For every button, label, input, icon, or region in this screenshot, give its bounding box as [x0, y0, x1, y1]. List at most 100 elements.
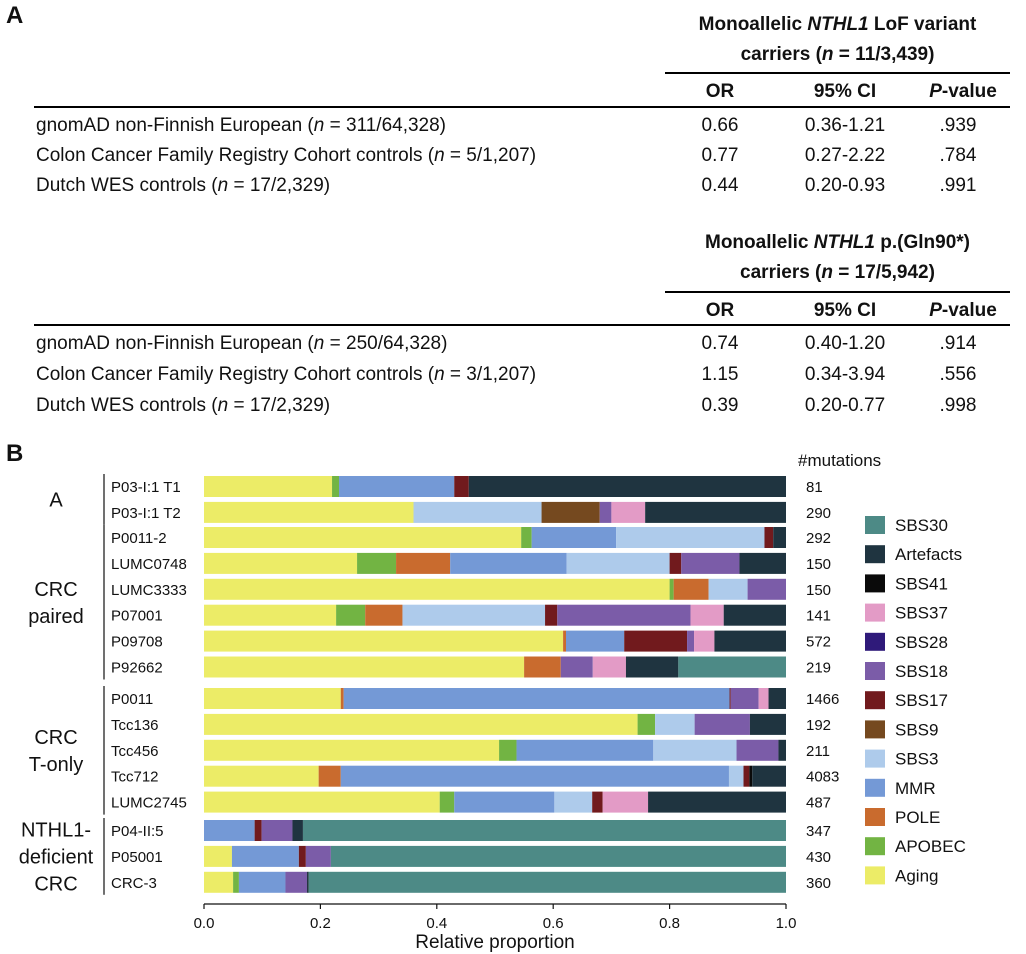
bar-segment-sbs37 — [694, 630, 715, 652]
legend-label: Aging — [895, 866, 938, 885]
bar-segment-artefacts — [739, 552, 786, 574]
legend-swatch-sbs30 — [865, 516, 885, 534]
bar-segment-aging — [204, 791, 440, 813]
sample-label: LUMC0748 — [111, 556, 187, 573]
legend-swatch-sbs3 — [865, 749, 885, 768]
legend-label: SBS41 — [895, 574, 948, 593]
panel-a-label: A — [6, 2, 24, 29]
bar-segment-sbs17 — [254, 820, 262, 841]
mutations-header: #mutations — [798, 451, 881, 470]
table2-col-ci: 95% CI — [813, 300, 877, 321]
legend-swatch-pole — [865, 808, 885, 826]
bar-segment-sbs18 — [694, 713, 750, 735]
bar-segment-mmr — [454, 791, 555, 813]
legend-label: POLE — [895, 808, 940, 827]
bar-segment-mmr — [231, 845, 299, 867]
mutation-count: 572 — [806, 634, 831, 651]
x-axis-title: Relative proportion — [415, 932, 574, 953]
legend-label: APOBEC — [895, 837, 966, 856]
bar-segment-sbs18 — [681, 552, 740, 574]
bar-segment-sbs18 — [730, 688, 759, 709]
table1-col-p: P-value — [929, 81, 997, 102]
group-label: CRC — [34, 873, 77, 895]
x-tick-label: 0.4 — [426, 915, 447, 932]
table1-header-rule — [665, 72, 1010, 74]
table2-title-line1: Monoallelic NTHL1 p.(Gln90*) — [705, 232, 970, 253]
mutation-count: 192 — [806, 717, 831, 734]
bar-segment-artefacts — [723, 604, 786, 626]
or-value: 0.44 — [701, 175, 739, 196]
bar-segment-aging — [204, 739, 500, 761]
ci-value: 0.36-1.21 — [804, 115, 886, 136]
sample-label: P03-I:1 T2 — [111, 505, 181, 522]
p-value: .939 — [939, 115, 977, 136]
bar-segment-aging — [204, 578, 670, 600]
row-label: gnomAD non-Finnish European (n = 250/64,… — [36, 333, 448, 354]
bar-segment-sbs3 — [566, 552, 670, 574]
ci-value: 0.27-2.22 — [804, 145, 886, 166]
bar-segment-sbs17 — [669, 552, 682, 574]
bar-segment-apobec — [499, 739, 517, 761]
bar-segment-sbs18 — [747, 578, 786, 600]
bar-segment-sbs18 — [557, 604, 691, 626]
sample-label: P03-I:1 T1 — [111, 479, 181, 496]
sample-label: P04-II:5 — [111, 823, 164, 840]
legend-label: SBS9 — [895, 720, 938, 739]
sample-label: CRC-3 — [111, 875, 157, 892]
bar-segment-mmr — [204, 820, 255, 841]
bar-segment-aging — [204, 501, 414, 523]
bar-segment-sbs37 — [602, 791, 649, 813]
legend-label: Artefacts — [895, 545, 962, 564]
mutation-count: 81 — [806, 479, 823, 496]
table2-body-rule — [34, 324, 1010, 326]
table2-title-line2: carriers (n = 17/5,942) — [740, 262, 935, 283]
or-value: 0.74 — [701, 333, 739, 354]
bar-segment-sbs17 — [454, 476, 469, 497]
legend-swatch-mmr — [865, 778, 885, 797]
mutation-count: 219 — [806, 660, 831, 677]
legend-swatch-sbs28 — [865, 632, 885, 651]
bar-segment-artefacts — [468, 476, 786, 497]
sample-label: Tcc712 — [111, 769, 159, 786]
bar-segment-sbs17 — [624, 630, 688, 652]
bar-segment-mmr — [516, 739, 654, 761]
bar-segment-aging — [204, 871, 234, 893]
sample-label: P07001 — [111, 608, 163, 625]
bar-segment-sbs3 — [708, 578, 748, 600]
bar-segment-sbs18 — [560, 656, 593, 678]
sample-label: P0011 — [111, 691, 153, 708]
sample-label: Tcc456 — [111, 743, 159, 760]
bar-segment-aging — [204, 713, 638, 735]
bar-segment-apobec — [332, 476, 340, 497]
bar-segment-artefacts — [648, 791, 786, 813]
bar-segment-artefacts — [768, 688, 786, 709]
p-value: .998 — [939, 395, 977, 416]
bar-segment-sbs3 — [616, 527, 765, 548]
legend-swatch-sbs41 — [865, 574, 885, 593]
bar-segment-artefacts — [292, 820, 303, 841]
bar-segment-artefacts — [714, 630, 786, 652]
bar-segment-aging — [204, 476, 333, 497]
p-value: .784 — [939, 145, 977, 166]
mutation-count: 292 — [806, 530, 831, 547]
sample-label: LUMC3333 — [111, 582, 187, 599]
mutation-count: 150 — [806, 556, 831, 573]
row-label: gnomAD non-Finnish European (n = 311/64,… — [36, 115, 447, 136]
x-tick-label: 0.8 — [659, 915, 680, 932]
bar-segment-artefacts — [778, 739, 786, 761]
ci-value: 0.20-0.93 — [804, 175, 886, 196]
bar-segment-apobec — [439, 791, 455, 813]
ci-value: 0.34-3.94 — [804, 364, 886, 385]
p-value: .914 — [939, 333, 977, 354]
row-label: Colon Cancer Family Registry Cohort cont… — [36, 145, 537, 166]
bar-segment-aging — [204, 552, 358, 574]
panel-b-label: B — [6, 440, 24, 467]
group-label: CRC — [34, 727, 77, 749]
legend-swatch-sbs18 — [865, 662, 885, 680]
table1-body-rule — [34, 106, 1010, 108]
or-value: 0.77 — [701, 145, 739, 166]
bar-segment-sbs3 — [653, 739, 737, 761]
bar-segment-apobec — [637, 713, 656, 735]
bar-segment-pole — [318, 765, 341, 787]
sample-label: Tcc136 — [111, 717, 159, 734]
